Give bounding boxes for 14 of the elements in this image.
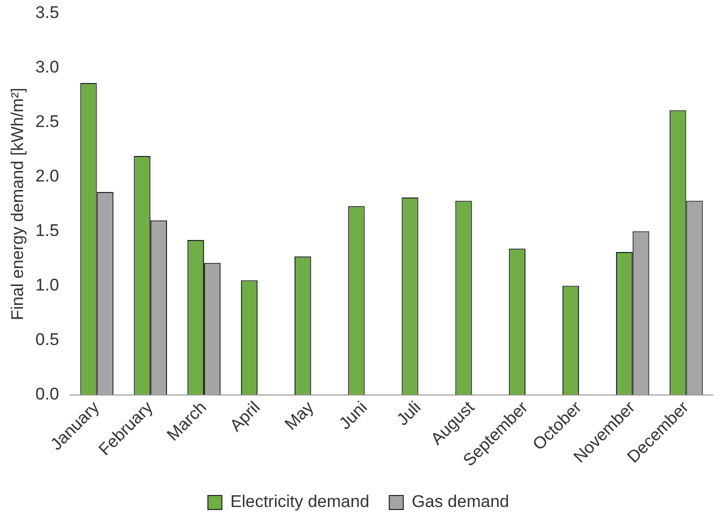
y-tick-label: 1.0	[35, 275, 60, 294]
y-tick-label: 1.5	[35, 220, 60, 240]
x-tick-label: Juni	[335, 398, 371, 434]
y-tick-label: 2.0	[35, 166, 60, 186]
y-tick-label: 3.5	[35, 2, 60, 22]
x-tick-label: Juli	[392, 398, 424, 430]
y-tick-label: 0.5	[35, 330, 60, 349]
y-axis-title: Final energy demand [kWh/m²]	[8, 88, 27, 320]
y-tick-label: 0.0	[35, 384, 60, 404]
x-tick-label: May	[281, 397, 318, 434]
y-tick-label: 2.5	[35, 112, 60, 131]
y-tick-label: 3.0	[35, 57, 60, 76]
legend-label: Electricity demand	[230, 492, 370, 512]
legend-label: Gas demand	[412, 492, 510, 512]
